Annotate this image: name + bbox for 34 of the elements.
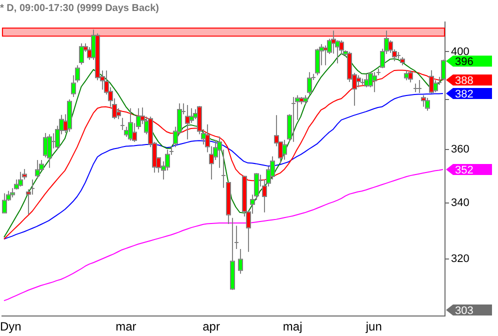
candlestick [372, 72, 377, 93]
data-label: 382 [455, 88, 474, 101]
candlestick [18, 171, 23, 188]
candlestick [291, 96, 296, 142]
candlestick [189, 108, 194, 124]
candlestick [238, 248, 243, 274]
candlestick [47, 134, 52, 168]
candlestick [2, 192, 7, 214]
chart-title: * D, 09:00-17:30 (9999 Days Back) [0, 2, 159, 14]
text: 303 [455, 305, 474, 318]
x-tick-label: apr [202, 320, 220, 334]
x-tick-label: mar [116, 320, 136, 334]
data-label: 352 [455, 164, 474, 177]
candlestick [128, 108, 133, 142]
candlestick [230, 217, 235, 290]
y-tick-label: 360 [451, 144, 470, 156]
candlestick [282, 139, 287, 160]
candlestick [35, 160, 40, 179]
text: 396 [455, 56, 474, 68]
candlestick [356, 74, 361, 88]
candlestick [120, 117, 125, 130]
candlestick [421, 94, 426, 108]
candlestick [307, 72, 312, 96]
text: Dyn [0, 319, 22, 334]
y-tick-label: 320 [451, 253, 470, 266]
x-tick-label: maj [282, 320, 302, 334]
y-tick-label: 340 [451, 196, 470, 209]
candlestick [226, 182, 231, 225]
data-label: 388 [455, 75, 474, 88]
candlestick [30, 179, 35, 196]
x-tick-label: jun [364, 320, 382, 334]
candlestick [417, 80, 422, 94]
y-tick-label: 400 [451, 46, 470, 58]
candlestick [185, 104, 190, 140]
